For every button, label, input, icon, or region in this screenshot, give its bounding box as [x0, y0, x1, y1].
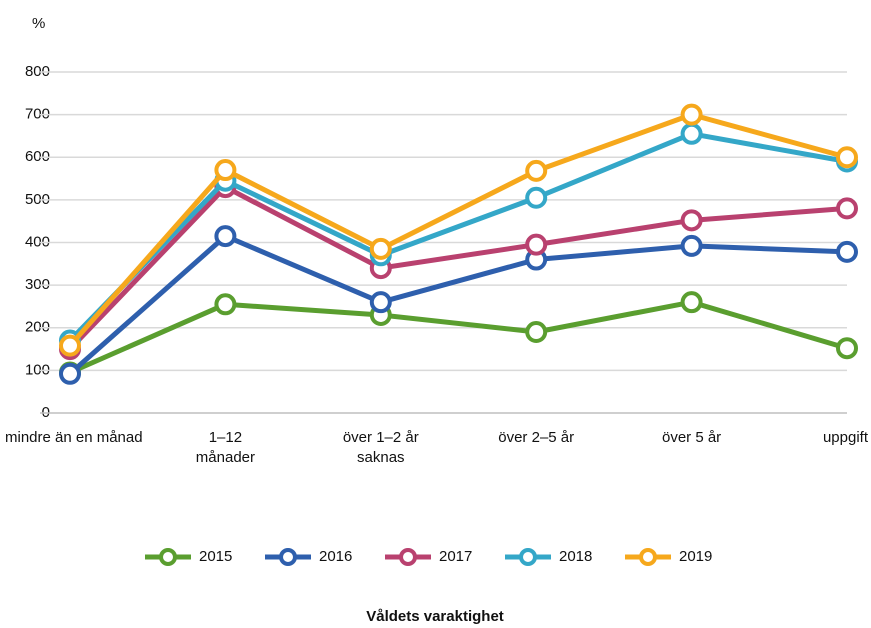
point [836, 197, 858, 220]
x-tick-label: uppgift [823, 429, 869, 446]
point [369, 237, 392, 260]
point [214, 293, 237, 316]
series-line [68, 112, 848, 348]
y-tick-label: 600 [25, 148, 50, 165]
point [525, 186, 548, 209]
point [680, 234, 703, 257]
point [369, 291, 392, 314]
legend-label: 2018 [559, 548, 592, 565]
x-axis-label: Våldets varaktighet [366, 608, 504, 625]
y-tick-label: 500 [25, 191, 50, 208]
legend-label: 2017 [439, 548, 472, 565]
point [680, 209, 703, 232]
y-tick-label: 100 [25, 361, 50, 378]
point [836, 337, 858, 360]
point [525, 233, 548, 256]
y-tick-label: 200 [25, 319, 50, 336]
legend-marker [159, 548, 177, 566]
y-tick-label: 400 [25, 233, 50, 250]
point [59, 334, 81, 357]
point [214, 225, 237, 248]
point [525, 159, 548, 182]
point [836, 240, 858, 263]
legend-label: 2016 [319, 548, 352, 565]
legend-label: 2015 [199, 548, 232, 565]
y-tick-label: 800 [25, 63, 50, 80]
series-line [68, 184, 848, 351]
y-tick-label: 700 [25, 106, 50, 123]
series-line [68, 299, 848, 375]
point [680, 122, 703, 145]
series-line [68, 233, 848, 376]
y-tick-label: 300 [25, 276, 50, 293]
x-tick-label: mindre än en månad [5, 429, 143, 446]
x-tick-label: 1–12 månader [196, 429, 255, 466]
point [214, 159, 237, 182]
legend-marker [279, 548, 297, 566]
x-tick-label: över 1–2 år saknas [343, 429, 419, 466]
legend-label: 2019 [679, 548, 712, 565]
y-axis-label: % [32, 15, 45, 32]
point [59, 362, 81, 385]
x-tick-label: över 5 år [662, 429, 721, 446]
point [680, 103, 703, 126]
legend-marker [519, 548, 537, 566]
point [836, 146, 858, 169]
point [680, 291, 703, 314]
series-line [68, 131, 848, 343]
x-tick-label: över 2–5 år [498, 429, 574, 446]
point [525, 321, 548, 344]
legend-marker [639, 548, 657, 566]
legend-marker [399, 548, 417, 566]
